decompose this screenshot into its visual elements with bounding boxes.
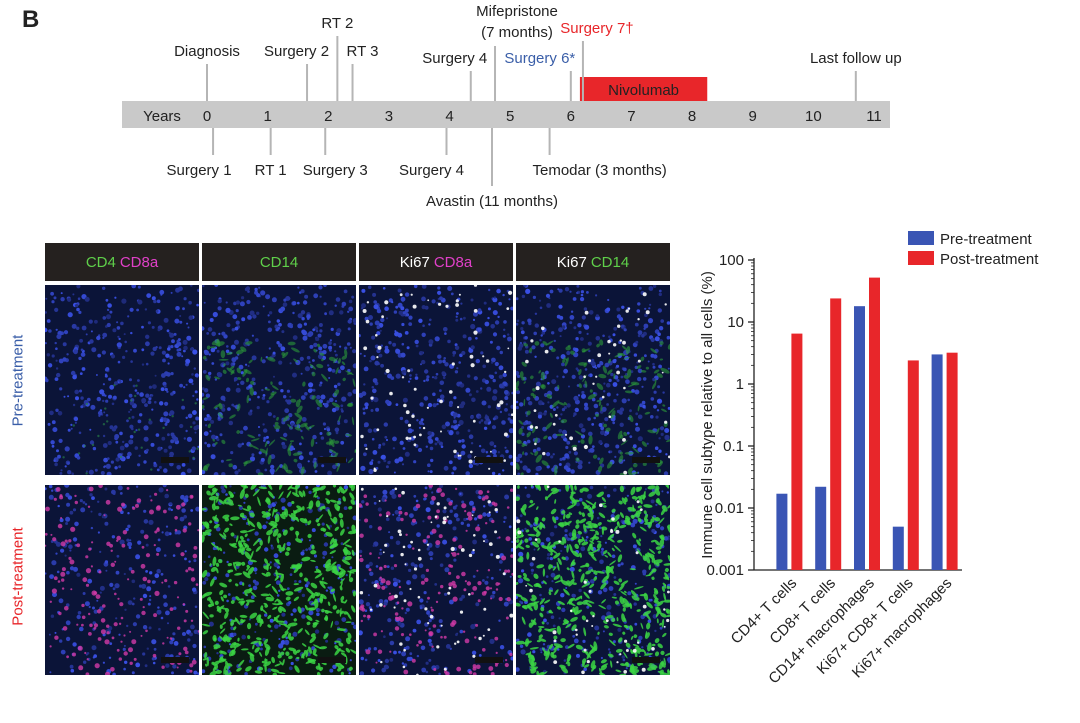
event-label-above: Surgery 4 — [422, 50, 487, 67]
micrograph-texture — [202, 285, 356, 475]
event-label-below: Temodar (3 months) — [532, 162, 666, 179]
column-header-marker: CD8a — [119, 253, 159, 271]
micrograph-pre-ki67-cd8a — [359, 285, 513, 475]
micrograph-post-ki67-cd14 — [516, 485, 670, 675]
legend-swatch-1 — [908, 251, 934, 265]
event-label-above: Mifepristone — [476, 3, 558, 20]
legend-label-1: Post-treatment — [940, 251, 1039, 268]
bar-post-treatment-0 — [791, 333, 803, 570]
y-axis-label: Immune cell subtype relative to all cell… — [699, 271, 716, 559]
scale-bar — [632, 657, 660, 663]
column-header-1: CD4 CD8a — [45, 243, 199, 281]
bar-post-treatment-4 — [946, 352, 958, 570]
timeline-bar — [122, 101, 890, 128]
nivolumab-bar — [579, 77, 708, 101]
scale-bar — [161, 457, 189, 463]
bar-pre-treatment-4 — [931, 354, 943, 570]
year-tick-label: 3 — [385, 108, 393, 125]
event-label-below: Surgery 4 — [399, 162, 464, 179]
year-tick-label: 11 — [866, 108, 882, 125]
event-label-above: Surgery 2 — [264, 43, 329, 60]
row-label-pre: Pre-treatment — [9, 334, 27, 427]
y-tick-label: 0.001 — [706, 562, 744, 579]
micrograph-post-ki67-cd8a — [359, 485, 513, 675]
column-header-marker: CD14 — [259, 253, 299, 271]
bar-post-treatment-1 — [830, 298, 842, 570]
micrograph-post-cd4-cd8a — [45, 485, 199, 675]
micrograph-texture — [516, 285, 670, 475]
legend-swatch-0 — [908, 231, 934, 245]
micrograph-texture — [359, 485, 513, 675]
scale-bar — [475, 657, 503, 663]
micrograph-pre-cd4-cd8a — [45, 285, 199, 475]
year-tick-label: 1 — [263, 108, 271, 125]
year-tick-label: 7 — [627, 108, 635, 125]
event-label-below: RT 1 — [255, 162, 287, 179]
timeline-axis-label: Years — [143, 108, 181, 125]
micrograph-texture — [45, 485, 199, 675]
event-label-above: Diagnosis — [174, 43, 240, 60]
bar-post-treatment-3 — [907, 360, 919, 570]
event-label-below: Surgery 1 — [167, 162, 232, 179]
scale-bar — [632, 457, 660, 463]
micrograph-pre-ki67-cd14 — [516, 285, 670, 475]
legend-label-0: Pre-treatment — [940, 231, 1033, 248]
micrograph-texture — [516, 485, 670, 675]
row-label-post: Post-treatment — [9, 527, 27, 626]
year-tick-label: 6 — [567, 108, 575, 125]
nivolumab-label: Nivolumab — [608, 82, 679, 99]
column-header-marker: CD8a — [433, 253, 473, 271]
bar-pre-treatment-3 — [892, 526, 904, 570]
event-label-below: Surgery 3 — [303, 162, 368, 179]
year-tick-label: 2 — [324, 108, 332, 125]
micrograph-texture — [202, 485, 356, 675]
event-label-below: Avastin (11 months) — [426, 193, 558, 210]
column-header-marker: CD14 — [590, 253, 630, 271]
year-tick-label: 4 — [445, 108, 453, 125]
micrograph-texture — [45, 285, 199, 475]
column-header-marker: Ki67 — [556, 253, 587, 271]
column-header-marker: CD4 — [85, 253, 116, 271]
scale-bar — [318, 657, 346, 663]
y-tick-label: 0.01 — [715, 500, 744, 517]
column-header-3: Ki67 CD8a — [359, 243, 513, 281]
year-tick-label: 8 — [688, 108, 696, 125]
bar-pre-treatment-2 — [854, 306, 865, 570]
panel-letter: B — [22, 6, 40, 33]
event-label-above-sub: (7 months) — [481, 24, 553, 41]
event-label-above: Last follow up — [810, 50, 902, 67]
micrograph-texture — [359, 285, 513, 475]
event-label-above: Surgery 7† — [560, 20, 633, 37]
y-tick-label: 100 — [719, 252, 744, 269]
y-tick-label: 10 — [727, 314, 744, 331]
micrograph-post-cd14 — [202, 485, 356, 675]
y-tick-label: 0.1 — [723, 438, 744, 455]
bar-post-treatment-2 — [869, 277, 880, 570]
year-tick-label: 10 — [805, 108, 822, 125]
event-label-above: RT 2 — [321, 15, 353, 32]
event-label-above: RT 3 — [347, 43, 379, 60]
year-tick-label: 0 — [203, 108, 211, 125]
scale-bar — [318, 457, 346, 463]
column-header-4: Ki67 CD14 — [516, 243, 670, 281]
scale-bar — [161, 657, 189, 663]
treatment-timeline: Nivolumab Years 0 1 2 3 4 5 6 7 8 9 10 11 Diagnosis Sur… — [122, 3, 902, 210]
year-tick-label: 9 — [749, 108, 757, 125]
micrograph-pre-cd14 — [202, 285, 356, 475]
column-header-2: CD14 — [202, 243, 356, 281]
y-tick-label: 1 — [736, 376, 744, 393]
column-header-marker: Ki67 — [399, 253, 430, 271]
bar-pre-treatment-0 — [776, 493, 788, 570]
scale-bar — [475, 457, 503, 463]
bar-pre-treatment-1 — [815, 486, 827, 570]
event-label-above: Surgery 6* — [504, 50, 575, 67]
year-tick-label: 5 — [506, 108, 514, 125]
